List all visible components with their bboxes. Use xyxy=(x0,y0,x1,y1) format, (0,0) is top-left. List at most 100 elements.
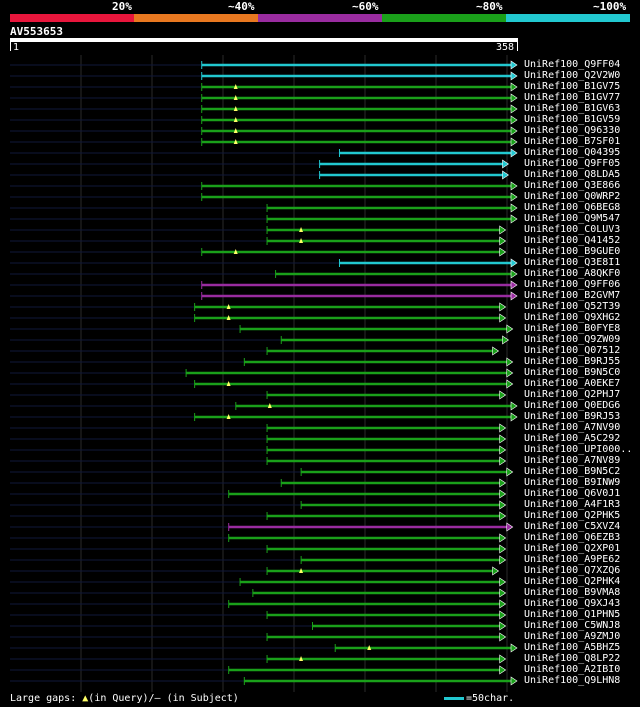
hit-label[interactable]: UniRef100_B9VMA8 xyxy=(524,587,621,598)
hit-arrow-icon xyxy=(499,225,507,235)
hit-label[interactable]: UniRef100_B9N5C2 xyxy=(524,466,621,477)
hit-label[interactable]: UniRef100_B1GV77 xyxy=(524,92,621,103)
hit-arrow-icon xyxy=(499,236,507,246)
hit-label[interactable]: UniRef100_Q0EDG6 xyxy=(524,400,621,411)
hit-label[interactable]: UniRef100_Q9FF04 xyxy=(524,59,621,70)
query-end-label: 358 xyxy=(496,42,515,53)
hit-label[interactable]: UniRef100_Q07512 xyxy=(524,345,621,356)
hit-label[interactable]: UniRef100_A0EKE7 xyxy=(524,378,621,389)
hit-label[interactable]: UniRef100_Q8LDA5 xyxy=(524,169,621,180)
hit-label[interactable]: UniRef100_Q0WRP2 xyxy=(524,191,621,202)
hit-label[interactable]: UniRef100_Q2XP01 xyxy=(524,543,621,554)
scale-label-60: ~60% xyxy=(352,0,379,13)
hit-arrow-icon xyxy=(510,192,518,202)
hit-label[interactable]: UniRef100_A8QKF0 xyxy=(524,268,621,279)
hit-arrow-icon xyxy=(502,335,510,345)
hit-label[interactable]: UniRef100_A5BHZ5 xyxy=(524,642,621,653)
hit-label[interactable]: UniRef100_Q7XZQ6 xyxy=(524,565,621,576)
hit-arrow-icon xyxy=(510,126,518,136)
hit-arrow-icon xyxy=(499,632,507,642)
query-end-tick xyxy=(517,42,518,51)
hit-arrow-icon xyxy=(499,577,507,587)
scale-label-40: ~40% xyxy=(228,0,255,13)
length-legend-swatch xyxy=(444,696,464,700)
hit-label[interactable]: UniRef100_A7NV90 xyxy=(524,422,621,433)
hit-label[interactable]: UniRef100_B9GUE0 xyxy=(524,246,621,257)
hit-label[interactable]: UniRef100_Q6V0J1 xyxy=(524,488,621,499)
hit-label[interactable]: UniRef100_B1GV63 xyxy=(524,103,621,114)
hit-label[interactable]: UniRef100_Q41452 xyxy=(524,235,621,246)
hit-label[interactable]: UniRef100_A7NV89 xyxy=(524,455,621,466)
query-gap-icon xyxy=(226,315,231,320)
hit-label[interactable]: UniRef100_A9PE62 xyxy=(524,554,621,565)
hit-label[interactable]: UniRef100_Q8LP22 xyxy=(524,653,621,664)
hit-label[interactable]: UniRef100_Q6BEG8 xyxy=(524,202,621,213)
hit-label[interactable]: UniRef100_B1GV59 xyxy=(524,114,621,125)
hit-label[interactable]: UniRef100_A5C292 xyxy=(524,433,621,444)
hit-arrow-icon xyxy=(499,621,507,631)
hit-arrow-icon xyxy=(499,247,507,257)
hit-arrow-icon xyxy=(499,511,507,521)
hit-label[interactable]: UniRef100_Q2PHK4 xyxy=(524,576,621,587)
hit-label[interactable]: UniRef100_Q2PHK5 xyxy=(524,510,621,521)
hit-arrow-icon xyxy=(499,599,507,609)
hit-arrow-icon xyxy=(502,159,510,169)
hit-arrow-icon xyxy=(510,181,518,191)
hit-label[interactable]: UniRef100_Q3E8I1 xyxy=(524,257,621,268)
hit-arrow-icon xyxy=(499,489,507,499)
hit-arrow-icon xyxy=(510,71,518,81)
scale-label-80: ~80% xyxy=(476,0,503,13)
query-gap-icon xyxy=(299,238,304,243)
hit-label[interactable]: UniRef100_Q9LHN8 xyxy=(524,675,621,686)
hit-label[interactable]: UniRef100_UPI000.. xyxy=(524,444,633,455)
hit-label[interactable]: UniRef100_Q52T39 xyxy=(524,301,621,312)
hit-label[interactable]: UniRef100_Q2PHJ7 xyxy=(524,389,621,400)
hit-label[interactable]: UniRef100_C5WNJ8 xyxy=(524,620,621,631)
hit-label[interactable]: UniRef100_B9N5C0 xyxy=(524,367,621,378)
hit-label[interactable]: UniRef100_Q9FF06 xyxy=(524,279,621,290)
hit-arrow-icon xyxy=(499,533,507,543)
hit-label[interactable]: UniRef100_Q9XJ43 xyxy=(524,598,621,609)
identity-scale-bar xyxy=(10,14,630,22)
hit-arrow-icon xyxy=(510,643,518,653)
hit-label[interactable]: UniRef100_Q9M547 xyxy=(524,213,621,224)
hit-label[interactable]: UniRef100_Q9FF05 xyxy=(524,158,621,169)
hit-arrow-icon xyxy=(506,357,514,367)
hit-label[interactable]: UniRef100_Q2V2W0 xyxy=(524,70,621,81)
hit-label[interactable]: UniRef100_B9RJ53 xyxy=(524,411,621,422)
hit-label[interactable]: UniRef100_Q9ZW09 xyxy=(524,334,621,345)
hit-label[interactable]: UniRef100_B7SF01 xyxy=(524,136,621,147)
hit-label[interactable]: UniRef100_B1GV75 xyxy=(524,81,621,92)
hit-label[interactable]: UniRef100_Q1PHN5 xyxy=(524,609,621,620)
hit-arrow-icon xyxy=(499,456,507,466)
hit-arrow-icon xyxy=(510,280,518,290)
hit-label[interactable]: UniRef100_B9RJ55 xyxy=(524,356,621,367)
gap-legend-query: (in Query) xyxy=(88,693,149,704)
hit-arrow-icon xyxy=(510,214,518,224)
hit-label[interactable]: UniRef100_Q9XHG2 xyxy=(524,312,621,323)
hit-label[interactable]: UniRef100_A2IBI0 xyxy=(524,664,621,675)
query-gap-icon xyxy=(299,227,304,232)
query-gap-icon xyxy=(233,106,238,111)
query-gap-icon xyxy=(233,249,238,254)
scale-segment-purple xyxy=(258,14,382,22)
hit-label[interactable]: UniRef100_Q04395 xyxy=(524,147,621,158)
hit-label[interactable]: UniRef100_Q6EZB3 xyxy=(524,532,621,543)
hit-label[interactable]: UniRef100_C5XVZ4 xyxy=(524,521,621,532)
query-gap-icon xyxy=(299,656,304,661)
hit-label[interactable]: UniRef100_B2GVM7 xyxy=(524,290,621,301)
hit-label[interactable]: UniRef100_Q3E866 xyxy=(524,180,621,191)
hit-arrow-icon xyxy=(499,665,507,675)
hit-arrow-icon xyxy=(499,500,507,510)
hit-label[interactable]: UniRef100_B0FYE8 xyxy=(524,323,621,334)
hit-arrow-icon xyxy=(510,60,518,70)
hit-label[interactable]: UniRef100_C0LUV3 xyxy=(524,224,621,235)
length-legend-label: =50char. xyxy=(466,693,515,704)
hit-label[interactable]: UniRef100_A4F1R3 xyxy=(524,499,621,510)
query-name: AV553653 xyxy=(10,25,63,38)
hit-label[interactable]: UniRef100_A9ZMJ0 xyxy=(524,631,621,642)
hit-label[interactable]: UniRef100_Q96330 xyxy=(524,125,621,136)
hit-label[interactable]: UniRef100_B9INW9 xyxy=(524,477,621,488)
hit-arrow-icon xyxy=(499,445,507,455)
